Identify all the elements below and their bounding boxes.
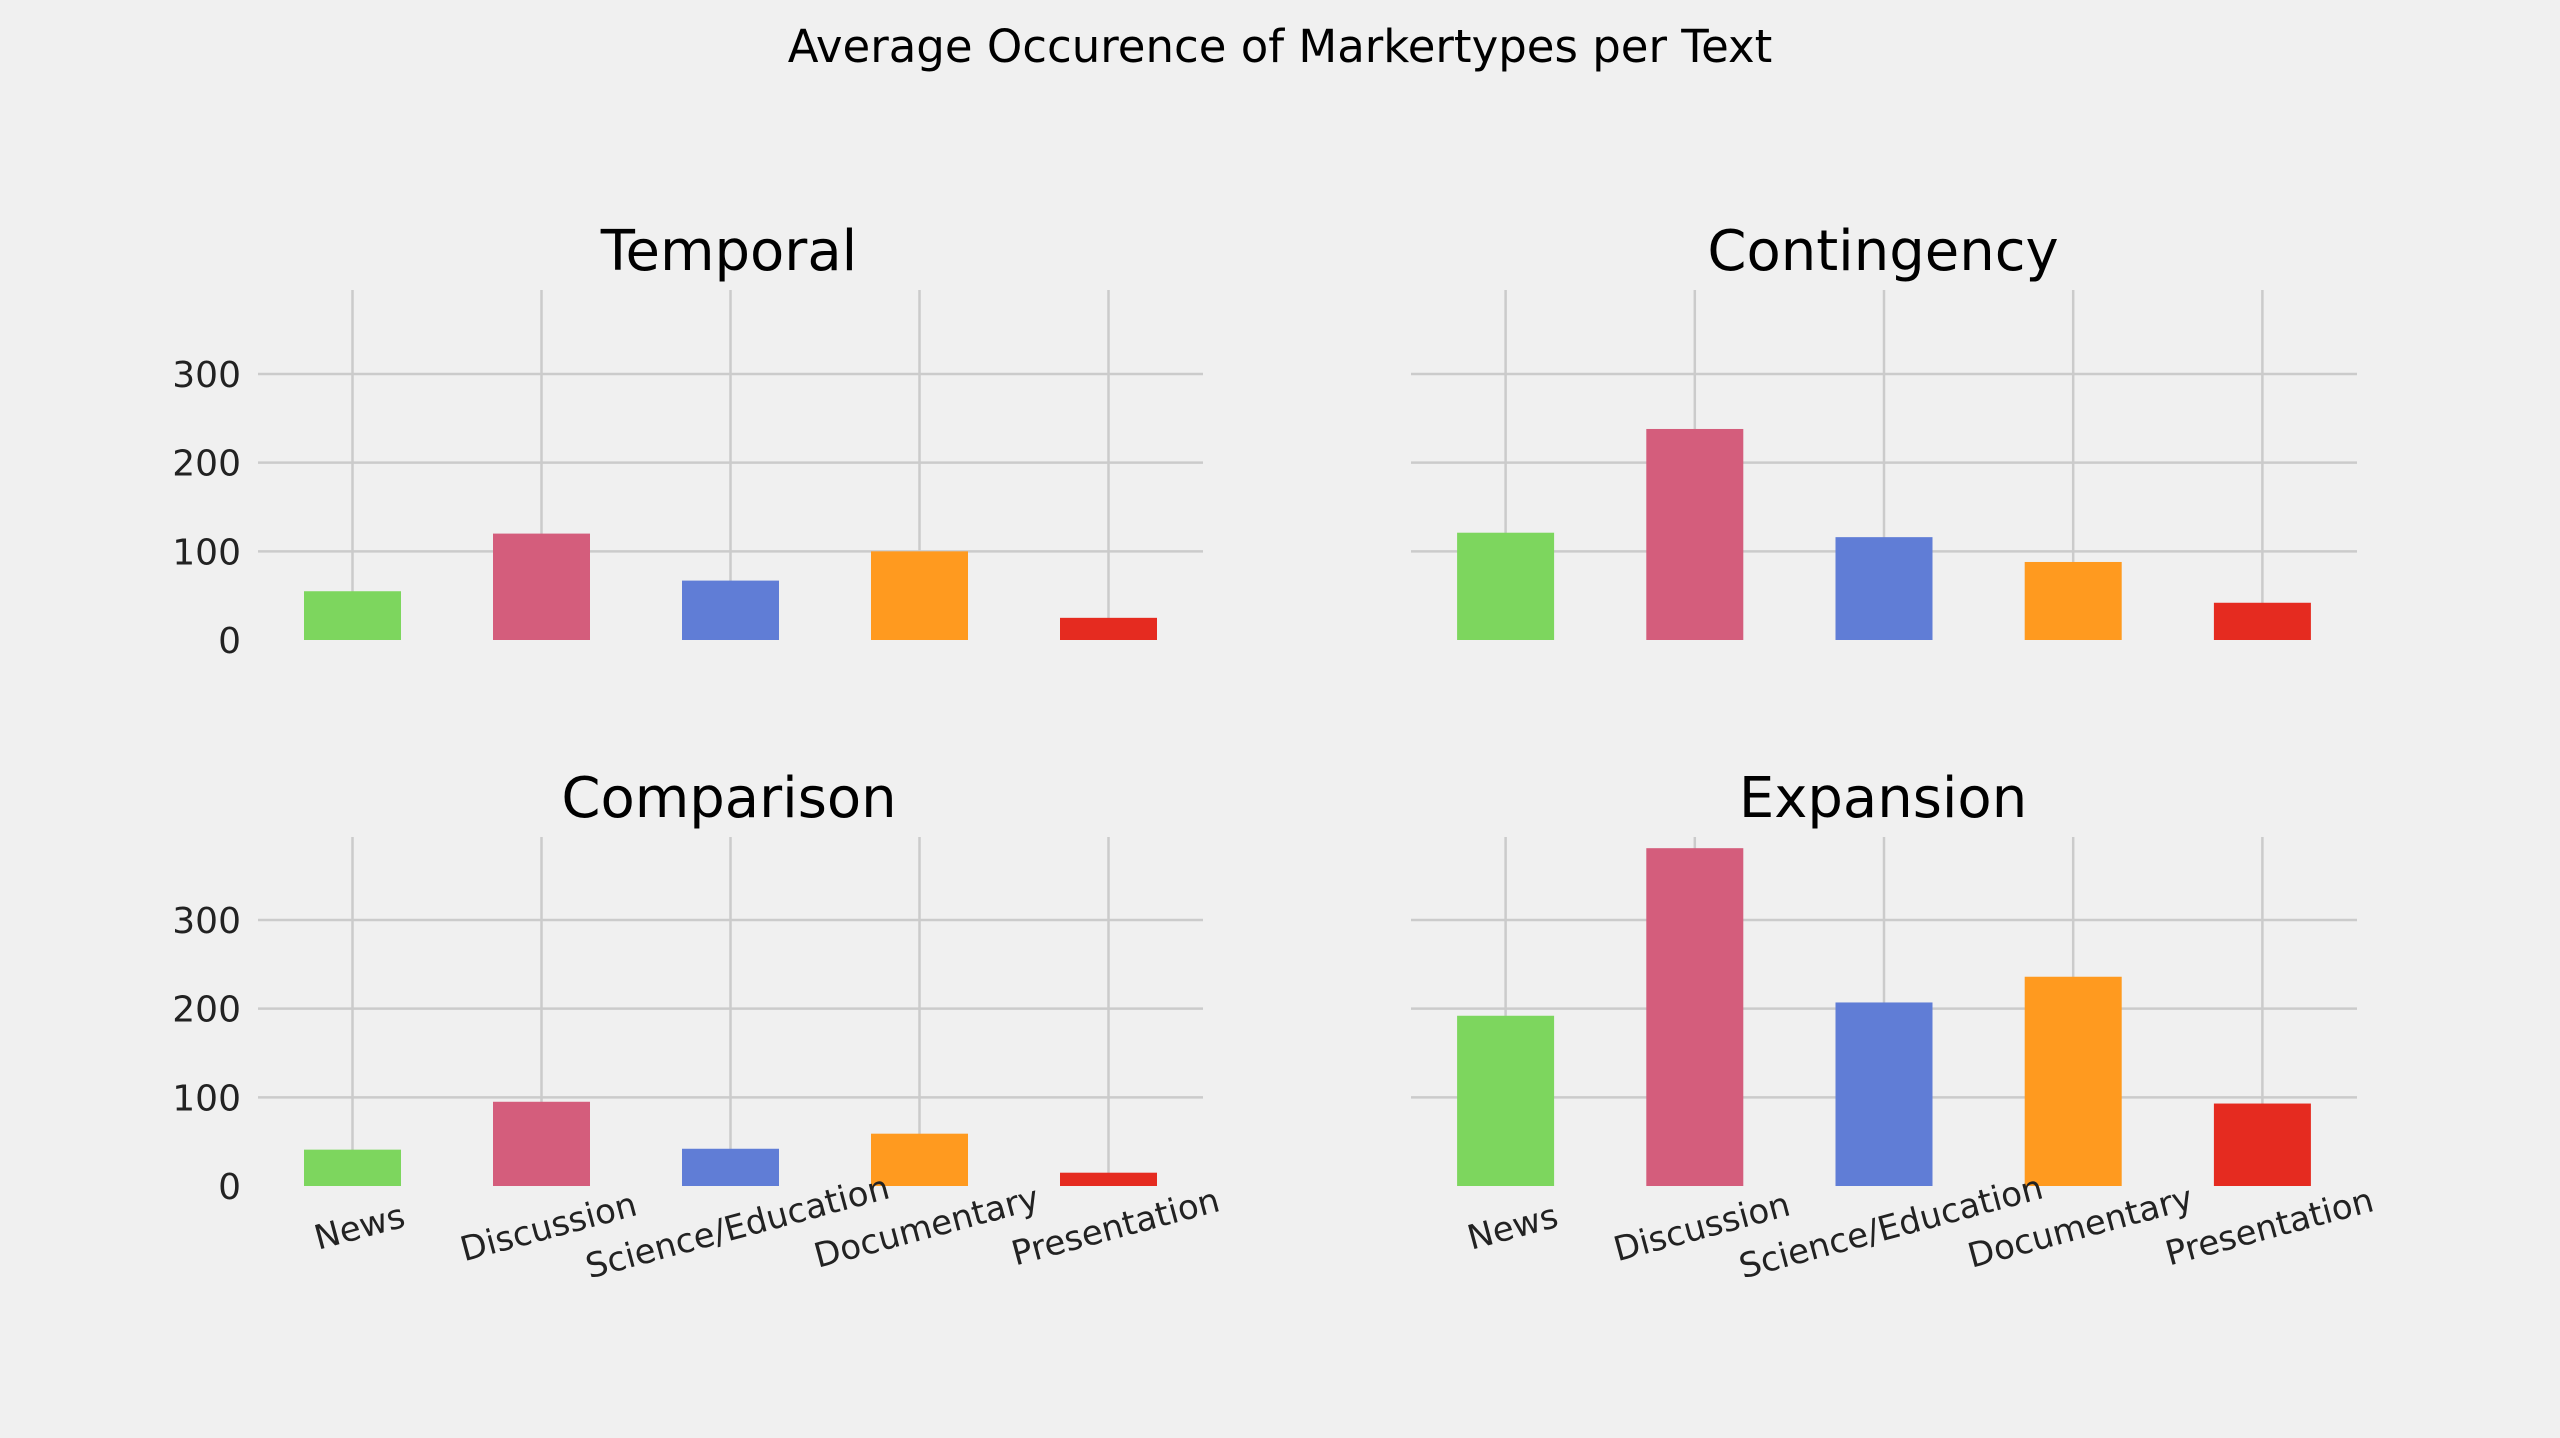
panel-expansion: Expansion News DiscussionScience/Educatio… — [1411, 766, 2378, 1287]
x-tick-label: News — [310, 1196, 409, 1258]
bar — [2024, 976, 2122, 1186]
bar — [1835, 1002, 1933, 1186]
bar — [682, 1148, 779, 1186]
panel-title: Contingency — [1707, 219, 2058, 284]
bar — [1835, 537, 1933, 640]
bar — [1646, 848, 1744, 1186]
bar — [1060, 1172, 1157, 1186]
bar — [2213, 1103, 2311, 1186]
bar — [304, 591, 401, 640]
bar — [1457, 532, 1555, 640]
y-tick-label: 300 — [172, 901, 241, 942]
panel-temporal: Temporal 0 100 200 300 — [172, 219, 1203, 662]
y-tick-label: 100 — [172, 1078, 241, 1119]
bar — [2024, 561, 2122, 640]
y-tick-label: 100 — [172, 532, 241, 573]
chart-title: Average Occurence of Markertypes per Tex… — [788, 20, 1773, 73]
y-tick-label: 200 — [172, 990, 241, 1031]
y-tick-label: 0 — [218, 1167, 241, 1208]
panel-title: Expansion — [1739, 766, 2027, 831]
bar — [1457, 1015, 1555, 1186]
y-tick-label: 200 — [172, 444, 241, 485]
bar — [1646, 428, 1744, 640]
panel-title: Comparison — [561, 766, 896, 831]
bar — [1060, 617, 1157, 640]
x-tick-label: Presentation — [1007, 1180, 1224, 1274]
x-tick-label: Presentation — [2161, 1180, 2378, 1274]
bar — [304, 1149, 401, 1186]
panel-contingency: Contingency — [1411, 219, 2357, 640]
bar — [493, 1101, 590, 1186]
bar — [871, 551, 968, 640]
y-tick-label: 300 — [172, 355, 241, 396]
bar — [682, 580, 779, 640]
bar — [2213, 602, 2311, 640]
bar — [871, 1133, 968, 1186]
bar — [493, 533, 590, 640]
y-tick-label: 0 — [218, 621, 241, 662]
x-tick-label: News — [1463, 1196, 1562, 1258]
panel-title: Temporal — [600, 219, 857, 284]
